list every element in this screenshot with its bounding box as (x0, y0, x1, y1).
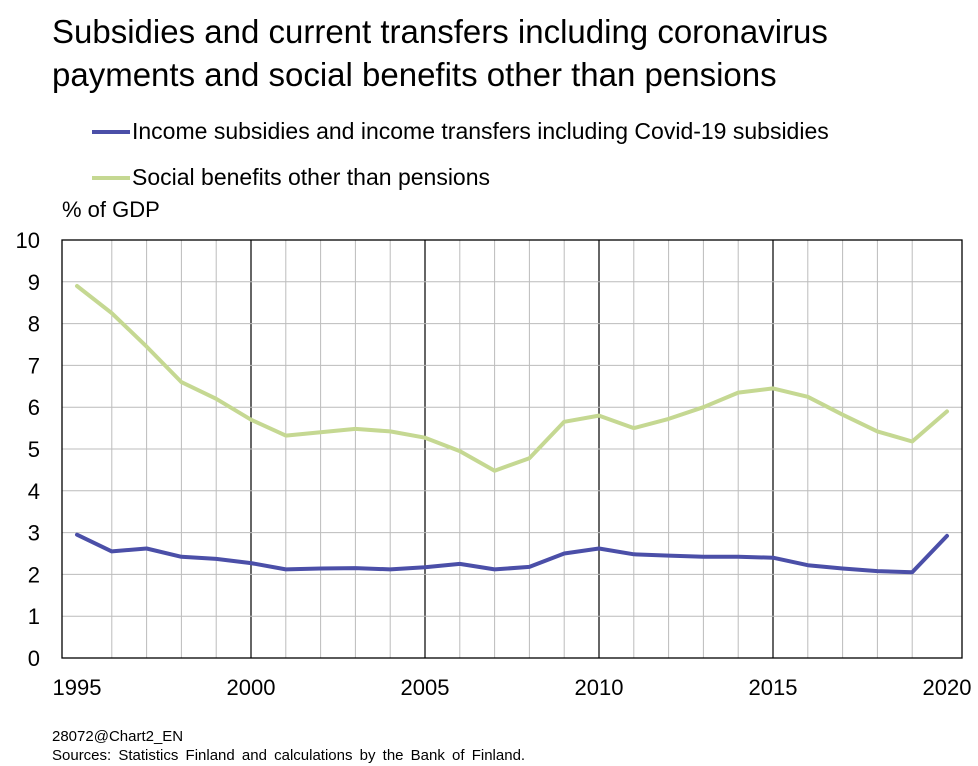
chart-code: 28072@Chart2_EN (52, 728, 184, 745)
x-tick-label: 2020 (923, 675, 972, 700)
legend-label-social-benefits: Social benefits other than pensions (132, 164, 491, 190)
y-tick-label: 7 (28, 353, 40, 378)
y-tick-label: 6 (28, 395, 40, 420)
x-tick-label: 2010 (575, 675, 624, 700)
y-tick-label: 1 (28, 604, 40, 629)
y-axis-unit-label: % of GDP (62, 197, 160, 222)
legend-swatch-social-benefits (92, 176, 130, 180)
x-tick-label: 2015 (749, 675, 798, 700)
series-line-income-subsidies (75, 532, 949, 575)
y-tick-label: 5 (28, 437, 40, 462)
x-tick-label: 2005 (401, 675, 450, 700)
y-tick-label: 3 (28, 521, 40, 546)
y-tick-label: 0 (28, 646, 40, 671)
x-tick-label: 1995 (53, 675, 102, 700)
y-tick-label: 9 (28, 270, 40, 295)
x-tick-label: 2000 (227, 675, 276, 700)
plot-frame (61, 239, 963, 659)
legend-label-income-subsidies: Income subsidies and income transfers in… (132, 118, 829, 144)
legend-swatch-income-subsidies (92, 130, 130, 134)
chart-title: Subsidies and current transfers includin… (52, 13, 828, 93)
line-chart: 0 1 2 3 4 5 6 7 8 9 10 1995 2000 2005 2010 2015 2020 (16, 228, 972, 700)
y-tick-label: 10 (16, 228, 40, 253)
y-tick-label: 4 (28, 479, 40, 504)
series-line-social-benefits (75, 284, 949, 473)
sources-note: Sources: Statistics Finland and calculat… (52, 747, 526, 764)
y-tick-label: 8 (28, 312, 40, 337)
y-tick-label: 2 (28, 562, 40, 587)
